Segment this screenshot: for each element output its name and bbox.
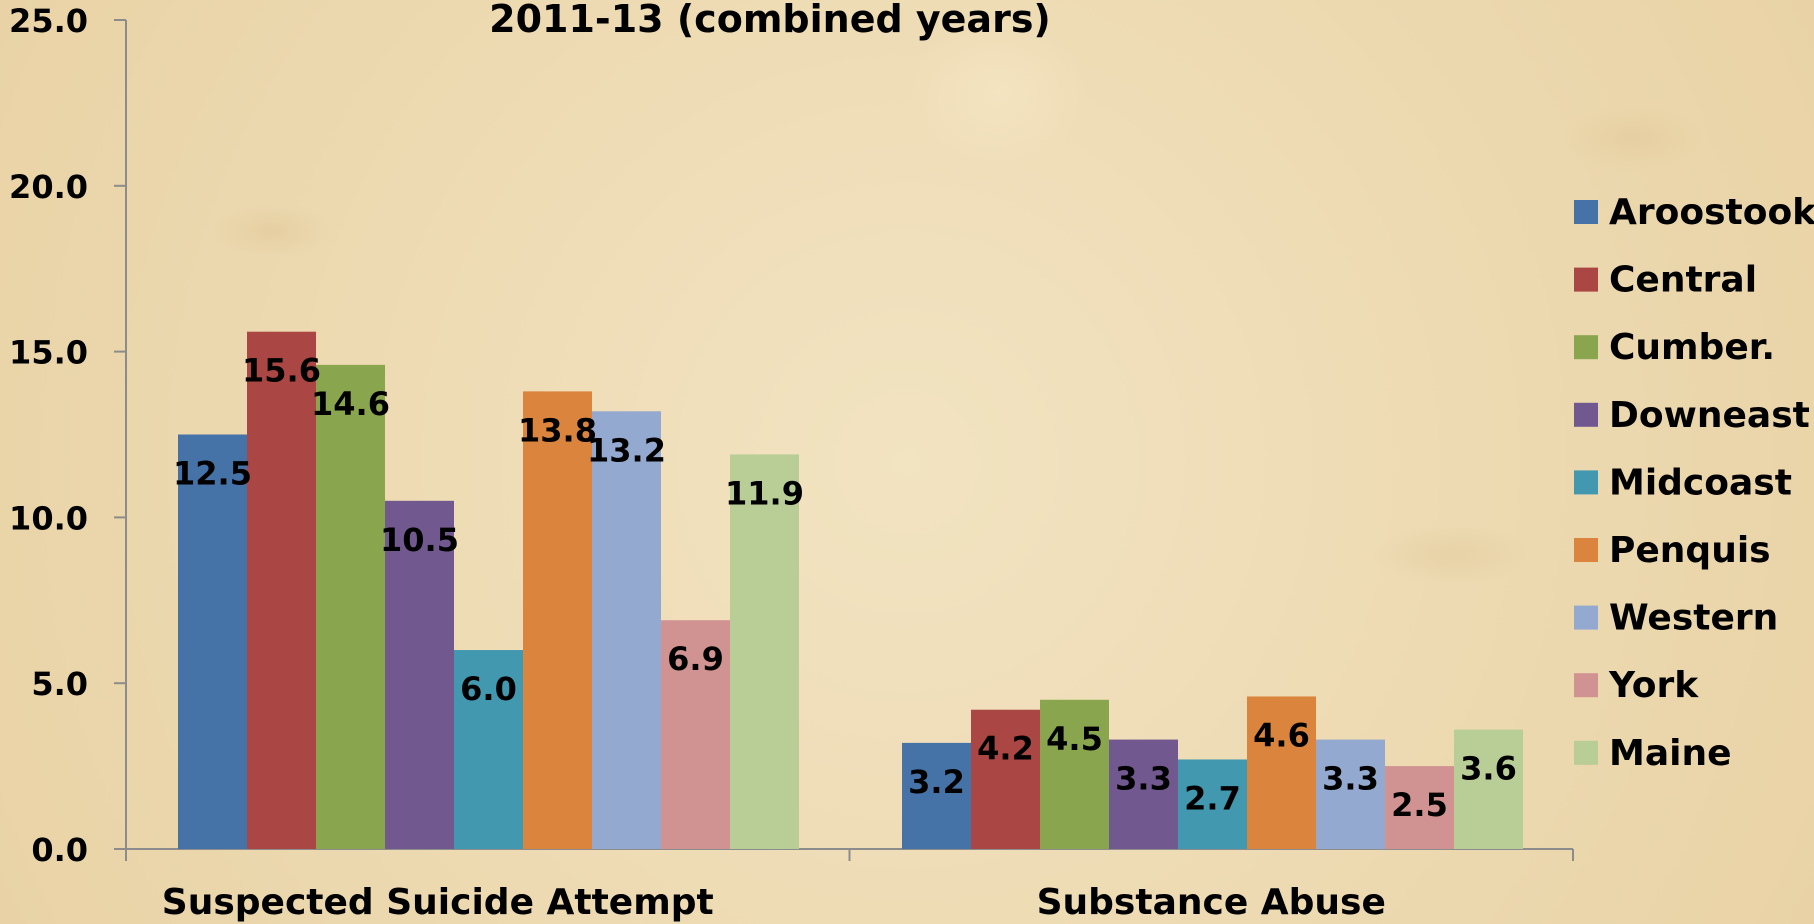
legend-swatch (1574, 673, 1598, 698)
bar-cumber-0 (316, 364, 385, 849)
legend-swatch (1574, 538, 1598, 562)
legend-swatch (1574, 267, 1598, 292)
legend-label: Central (1609, 260, 1757, 301)
legend-swatch (1574, 200, 1598, 224)
bar-york-1 (1385, 766, 1454, 849)
bar-maine-1 (1454, 729, 1523, 849)
bar-cumber-1 (1040, 699, 1109, 849)
legend-swatch (1574, 335, 1598, 360)
y-tick-label: 0.0 (31, 831, 88, 869)
chart-title: 2011-13 (combined years) (489, 0, 1051, 41)
bar-western-0 (592, 411, 661, 849)
bar-maine-0 (730, 454, 799, 849)
data-label: 11.9 (725, 474, 804, 512)
legend-label: Downeast (1609, 395, 1810, 436)
bar-downeast-0 (385, 500, 454, 849)
bar-aroostook-1 (902, 742, 971, 849)
legend-label: Midcoast (1609, 462, 1792, 503)
data-labels: 12.5 3.2 15.6 4.2 14.6 4.5 10.5 3.3 6.0 2.7 13.8 4.… (173, 352, 1517, 824)
bar-midcoast-1 (1178, 759, 1247, 849)
data-label: 15.6 (242, 352, 321, 390)
data-label: 6.9 (667, 640, 724, 678)
legend-swatch (1574, 402, 1598, 427)
bar-western-1 (1316, 739, 1385, 849)
legend-swatch (1574, 605, 1598, 630)
bar-central-0 (247, 331, 316, 850)
bar-midcoast-0 (454, 650, 523, 849)
data-label: 3.2 (908, 763, 965, 801)
legend-swatch (1574, 470, 1598, 495)
data-label: 6.0 (460, 670, 517, 708)
legend-label: York (1608, 665, 1699, 706)
bar-york-0 (661, 620, 730, 849)
bar-penquis-0 (523, 391, 592, 849)
data-label: 4.5 (1046, 720, 1103, 758)
legend-label: Penquis (1609, 530, 1771, 571)
y-tick-label: 15.0 (9, 334, 88, 372)
y-tick-label: 5.0 (31, 665, 88, 703)
y-tick-label: 20.0 (9, 168, 88, 206)
data-label: 4.6 (1253, 716, 1310, 754)
axes: 0.0 5.0 10.0 15.0 20.0 25.0 Suspected Suicide … (9, 2, 1574, 923)
legend-label: Maine (1609, 733, 1732, 774)
legend: Aroostook Central Cumber. Downeast Midcoast P… (1574, 192, 1814, 774)
bars (178, 331, 1523, 850)
y-tick-label: 25.0 (9, 2, 88, 40)
data-label: 12.5 (173, 455, 252, 493)
legend-label: Cumber. (1609, 327, 1775, 368)
data-label: 3.6 (1460, 750, 1517, 788)
data-label: 4.2 (977, 730, 1034, 768)
data-label: 3.3 (1115, 760, 1172, 798)
category-label: Suspected Suicide Attempt (162, 882, 714, 923)
y-tick-label: 10.0 (9, 499, 88, 537)
bar-downeast-1 (1109, 739, 1178, 849)
legend-label: Aroostook (1609, 192, 1814, 233)
legend-swatch (1574, 740, 1598, 765)
category-label: Substance Abuse (1037, 882, 1386, 923)
data-label: 13.8 (518, 411, 597, 449)
bar-central-1 (971, 709, 1040, 849)
data-label: 3.3 (1322, 760, 1379, 798)
bar-penquis-1 (1247, 696, 1316, 849)
data-label: 10.5 (380, 521, 459, 559)
data-label: 14.6 (311, 385, 390, 423)
data-label: 13.2 (587, 431, 666, 469)
legend-label: Western (1609, 598, 1778, 639)
data-label: 2.7 (1184, 779, 1241, 817)
data-label: 2.5 (1391, 786, 1448, 824)
bar-aroostook-0 (178, 434, 247, 849)
